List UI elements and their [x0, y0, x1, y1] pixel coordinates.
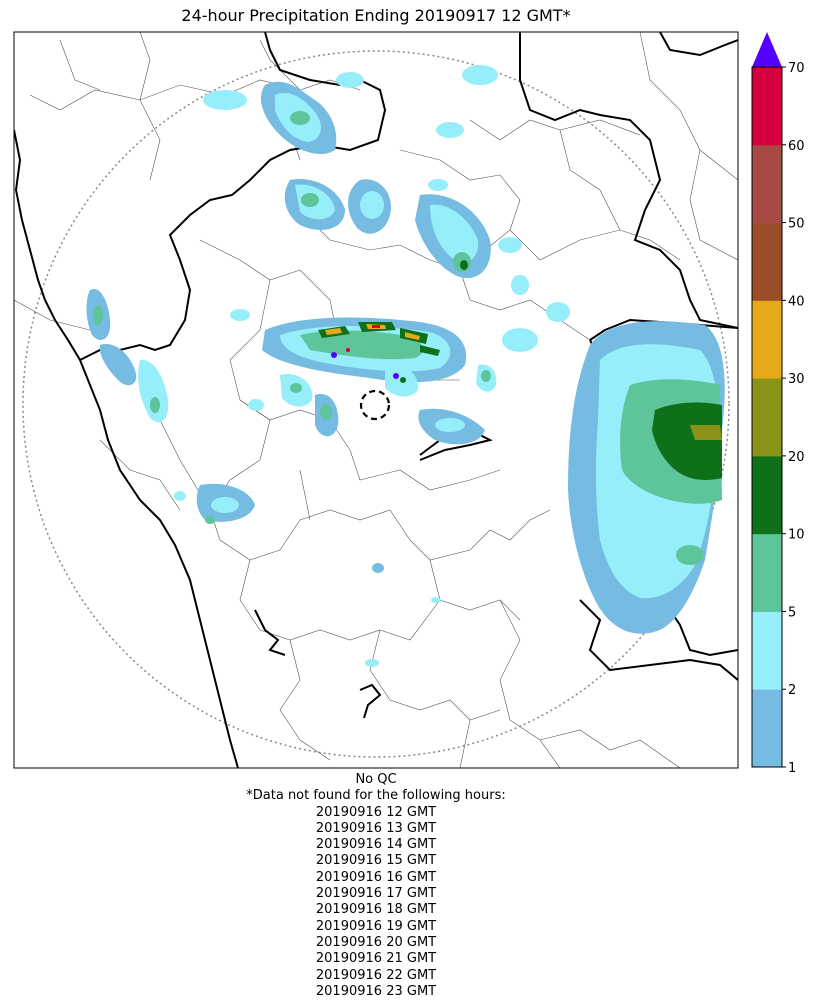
- colorbar-bin: [752, 455, 782, 535]
- precip-cell: [230, 309, 250, 321]
- precip-cell: [348, 179, 391, 234]
- missing-hour-item: 20190916 22 GMT: [315, 967, 437, 983]
- precip-cell: [248, 399, 264, 411]
- missing-hour-item: 20190916 14 GMT: [315, 837, 437, 853]
- precip-cell: [418, 408, 485, 445]
- colorbar-tick-label: 60: [788, 139, 805, 154]
- missing-hour-item: 20190916 23 GMT: [315, 983, 437, 999]
- precip-cell: [203, 90, 247, 110]
- colorbar-tick-label: 1: [788, 761, 796, 776]
- colorbar-tick-label: 5: [788, 605, 796, 620]
- precip-cell: [502, 328, 538, 352]
- qc-note: No QC: [355, 772, 397, 787]
- precip-cell: [174, 491, 186, 501]
- colorbar-bin: [752, 378, 782, 457]
- precip-cell: [511, 275, 529, 295]
- radar-range-ring: [22, 50, 730, 758]
- precip-cell: [415, 194, 491, 279]
- colorbar-bin: [752, 611, 782, 690]
- precipitation-field: [86, 65, 725, 667]
- precip-cell: [498, 237, 522, 253]
- precip-cell: [315, 394, 339, 437]
- precip-cell: [436, 122, 464, 138]
- precip-cell: [365, 659, 379, 667]
- colorbar-bin: [752, 67, 782, 146]
- missing-hour-item: 20190916 21 GMT: [315, 951, 437, 967]
- colorbar-tick-label: 10: [788, 528, 805, 543]
- precip-cell: [86, 289, 111, 340]
- precip-cell: [546, 302, 570, 322]
- colorbar-tick-label: 20: [788, 450, 805, 465]
- missing-hour-item: 20190916 19 GMT: [315, 918, 437, 934]
- map-frame: [13, 31, 739, 769]
- missing-hour-item: 20190916 12 GMT: [315, 804, 437, 820]
- precip-cell: [196, 483, 255, 524]
- missing-hour-item: 20190916 20 GMT: [315, 934, 437, 950]
- precip-cell: [568, 321, 725, 634]
- colorbar-tick-label: 40: [788, 294, 805, 309]
- precip-cell: [462, 65, 498, 85]
- missing-hour-item: 20190916 15 GMT: [315, 853, 437, 869]
- colorbar-bin: [752, 533, 782, 612]
- precip-cell: [428, 179, 448, 191]
- precip-cell: [431, 597, 441, 603]
- footer-notes: No QC *Data not found for the following …: [14, 772, 738, 1000]
- missing-hour-item: 20190916 16 GMT: [315, 869, 437, 885]
- precip-cell: [476, 364, 497, 392]
- colorbar-bin: [752, 689, 782, 768]
- missing-hour-item: 20190916 18 GMT: [315, 902, 437, 918]
- radar-site-marker: [359, 389, 391, 421]
- colorbar-bin: [752, 300, 782, 379]
- colorbar-frame: [751, 66, 783, 768]
- precip-cell: [99, 344, 169, 423]
- precip-cell: [284, 179, 345, 230]
- colorbar-bin: [752, 144, 782, 224]
- missing-hour-item: 20190916 17 GMT: [315, 886, 437, 902]
- precip-cell: [260, 81, 337, 155]
- missing-data-header: *Data not found for the following hours:: [246, 788, 506, 804]
- precip-cell: [280, 374, 313, 407]
- precip-cell: [372, 563, 384, 573]
- colorbar-tick-label: 50: [788, 217, 805, 232]
- colorbar-tick-label: 2: [788, 683, 796, 698]
- colorbar-overflow-triangle: [752, 32, 782, 67]
- precip-cell: [385, 364, 419, 397]
- colorbar-bin: [752, 222, 782, 301]
- missing-hour-item: 20190916 13 GMT: [315, 820, 437, 836]
- colorbar-ticks: 1 2 5 10 20 30 40 50 60 70: [782, 61, 805, 776]
- colorbar-tick-label: 30: [788, 372, 805, 387]
- colorbar-bins: [752, 67, 782, 768]
- colorbar-tick-label: 70: [788, 61, 805, 76]
- missing-hours-list: 20190916 12 GMT 20190916 13 GMT 20190916 1…: [14, 805, 738, 1001]
- precip-cell: [336, 72, 364, 88]
- precip-cell: [262, 317, 467, 383]
- map-title: 24-hour Precipitation Ending 20190917 12…: [181, 6, 571, 25]
